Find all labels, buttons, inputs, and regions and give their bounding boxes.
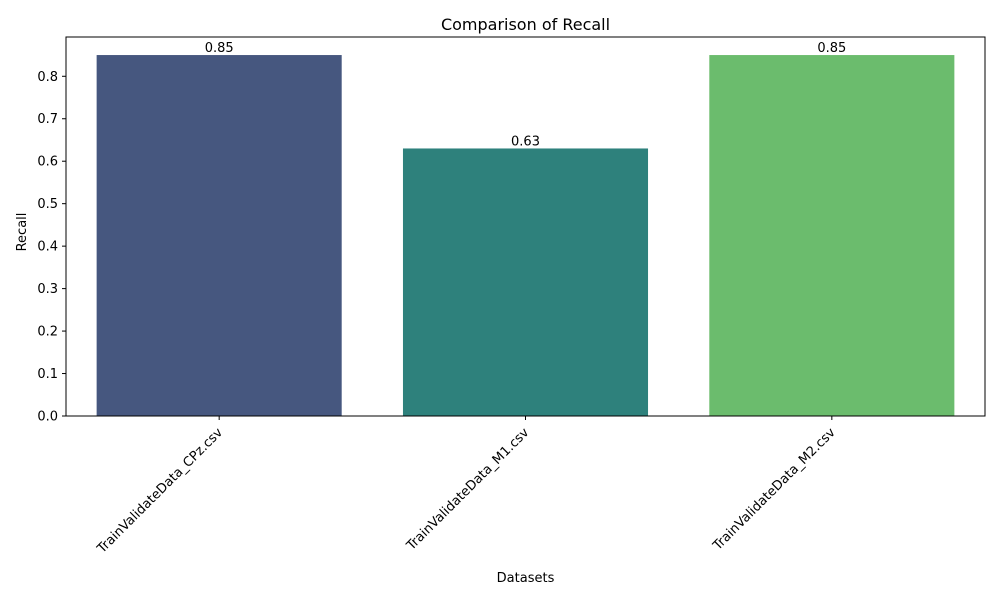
x-tick-label-3: TrainValidateData_M2.csv bbox=[710, 425, 839, 554]
x-axis-label: Datasets bbox=[497, 571, 555, 586]
x-tick-label-2: TrainValidateData_M1.csv bbox=[403, 425, 532, 554]
y-axis-label: Recall bbox=[15, 213, 30, 252]
plot-frame bbox=[65, 36, 986, 417]
bars-group bbox=[96, 55, 955, 417]
bar-3 bbox=[709, 55, 955, 417]
bar-1 bbox=[96, 55, 342, 417]
bar-value-label-1: 0.85 bbox=[205, 41, 234, 56]
y-tick-label-1: 0.1 bbox=[37, 367, 58, 382]
y-tick-label-6: 0.6 bbox=[37, 155, 58, 170]
y-tick-label-2: 0.2 bbox=[37, 325, 58, 340]
value-labels-group: 0.85 0.63 0.85 bbox=[205, 41, 847, 149]
y-tick-label-0: 0.0 bbox=[37, 410, 58, 425]
bar-value-label-2: 0.63 bbox=[511, 134, 540, 149]
y-tick-label-3: 0.3 bbox=[37, 282, 58, 297]
bar-value-label-3: 0.85 bbox=[817, 41, 846, 56]
bar-2 bbox=[402, 148, 649, 416]
y-tick-label-4: 0.4 bbox=[37, 240, 58, 255]
x-tick-label-1: TrainValidateData_CPz.csv bbox=[94, 425, 226, 557]
y-tick-label-8: 0.8 bbox=[37, 70, 58, 85]
y-tick-label-7: 0.7 bbox=[37, 112, 58, 127]
y-axis: 0.0 0.1 0.2 0.3 0.4 0.5 0.6 0.7 0.8 bbox=[37, 70, 66, 425]
x-axis: TrainValidateData_CPz.csv TrainValidateDa… bbox=[94, 416, 839, 557]
y-tick-label-5: 0.5 bbox=[37, 197, 58, 212]
chart-title: Comparison of Recall bbox=[441, 15, 610, 34]
